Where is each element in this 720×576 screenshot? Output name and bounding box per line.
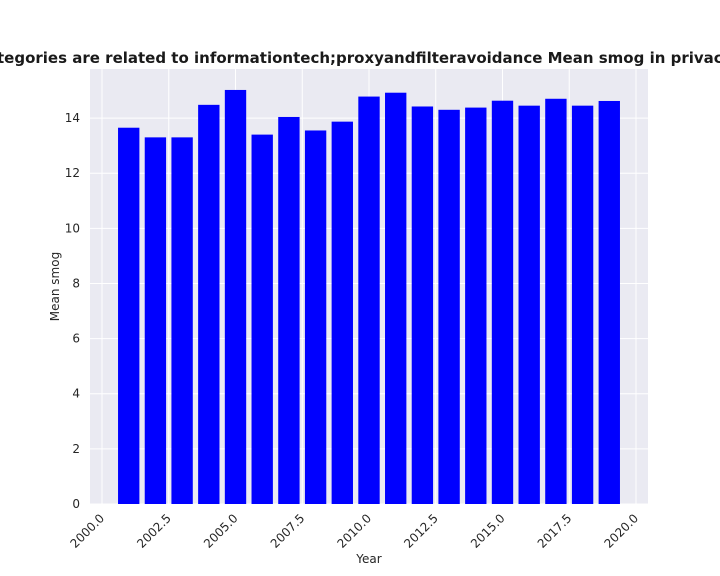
x-tick-label: 2002.5 (134, 511, 174, 551)
bar (304, 130, 327, 504)
bar (171, 137, 193, 504)
bar-series (118, 89, 620, 505)
bar (251, 134, 273, 504)
bar (438, 109, 460, 505)
x-tick-label: 2000.0 (68, 511, 108, 551)
y-tick-label: 2 (72, 442, 80, 456)
bar (545, 98, 567, 505)
bar (224, 89, 247, 505)
bar (278, 116, 300, 504)
bar (198, 104, 220, 505)
x-axis-label: Year (355, 552, 381, 566)
x-tick-label: 2015.0 (468, 511, 508, 551)
x-tick-label: 2012.5 (401, 511, 441, 551)
y-tick-label: 12 (65, 166, 80, 180)
bar (598, 100, 620, 505)
bar (411, 106, 434, 505)
y-tick-label: 0 (72, 497, 80, 511)
y-axis-label: Mean smog (48, 252, 62, 321)
y-tick-label: 6 (72, 332, 80, 346)
bar (385, 92, 407, 505)
x-tick-label: 2005.0 (201, 511, 241, 551)
bar (358, 96, 380, 505)
bar (118, 127, 140, 504)
chart-title: Categories are related to informationtec… (0, 49, 720, 67)
bar (518, 105, 540, 504)
bar (331, 121, 353, 504)
y-tick-label: 14 (65, 111, 80, 125)
bar (491, 100, 514, 504)
bar (144, 137, 167, 504)
bar (465, 107, 487, 505)
bar (571, 105, 594, 504)
y-tick-label: 4 (72, 387, 80, 401)
x-tick-label: 2020.0 (602, 511, 642, 551)
x-tick-label: 2010.0 (335, 511, 375, 551)
x-tick-label: 2017.5 (535, 511, 575, 551)
y-tick-label: 8 (72, 276, 80, 290)
y-tick-label: 10 (65, 221, 80, 235)
x-tick-label: 2007.5 (268, 511, 308, 551)
